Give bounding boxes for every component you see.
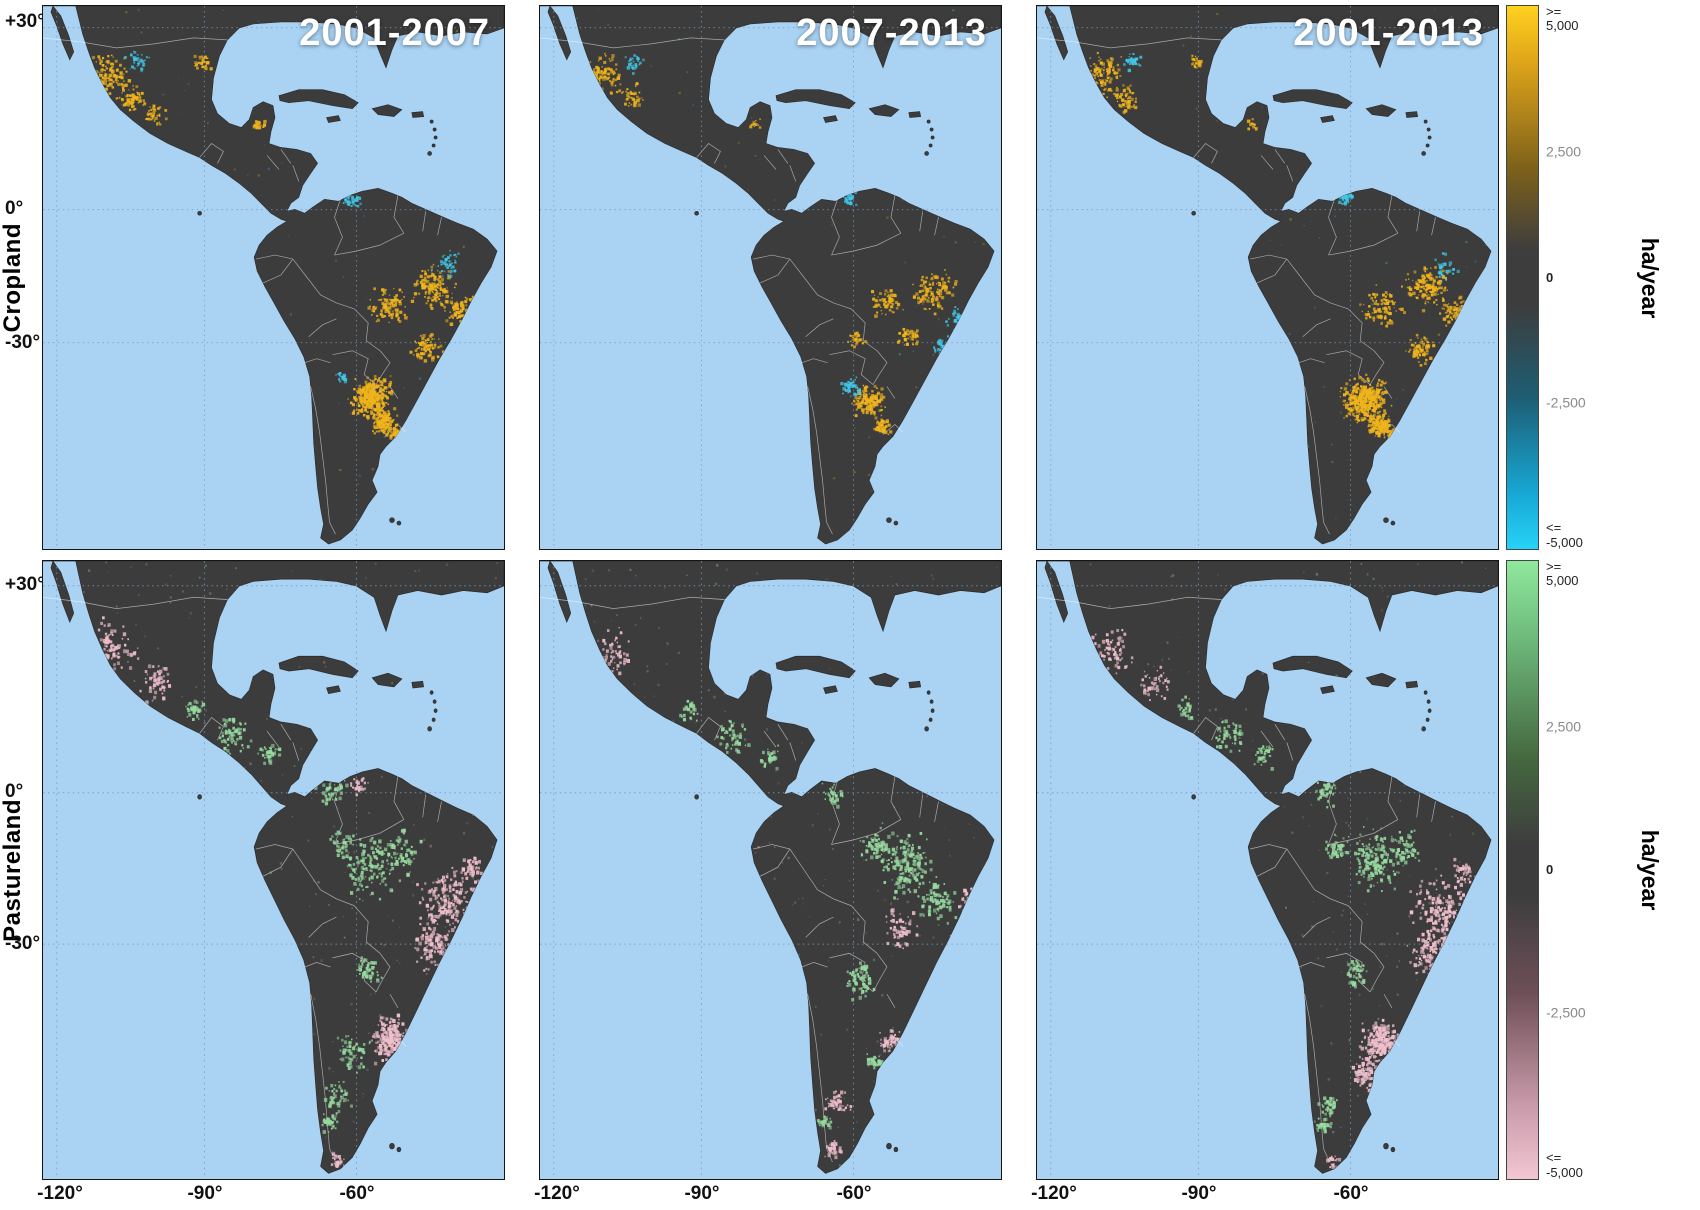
panel-title: 2001-2007 [299,12,490,54]
map-canvas-cropland-2007-2013 [540,6,1001,549]
map-canvas-pastureland-2001-2007 [43,561,504,1179]
colorbar-pastureland-ticks: >= 5,000 2,500 0 -2,500 <= -5,000 [1546,559,1618,1180]
map-panel-cropland-2001-2007: 2001-2007 [42,5,505,550]
row-label-cropland-wrap: Cropland [0,5,26,550]
lon-tick-label: -60° [1333,1183,1369,1204]
row-label-pastureland-wrap: Pastureland [0,560,26,1180]
lon-tick-label: -90° [1181,1183,1217,1204]
colorbar-pastureland: >= 5,000 2,500 0 -2,500 <= -5,000 ha/yea… [1506,559,1698,1180]
colorbar-tick: 2,500 [1546,718,1582,735]
colorbar-unit-label: ha/year [1637,237,1663,318]
lon-tick-label: -90° [187,1183,223,1204]
lon-tick-label: -120° [534,1183,580,1204]
colorbar-tick-zero: 0 [1546,269,1554,285]
lon-tick-label: -60° [836,1183,872,1204]
row-label-cropland: Cropland [0,222,26,333]
colorbar-cropland-gradient [1506,5,1539,550]
colorbar-cropland: >= 5,000 2,500 0 -2,500 <= -5,000 ha/yea… [1506,4,1698,550]
map-panel-pastureland-2001-2013 [1036,560,1499,1180]
map-panel-cropland-2001-2013: 2001-2013 [1036,5,1499,550]
colorbar-tick-min: <= -5,000 [1546,520,1583,550]
map-panel-pastureland-2001-2007 [42,560,505,1180]
colorbar-tick-zero: 0 [1546,861,1554,877]
lon-tick-label: -60° [339,1183,375,1204]
colorbar-cropland-ticks: >= 5,000 2,500 0 -2,500 <= -5,000 [1546,4,1618,550]
panel-title: 2007-2013 [796,12,987,54]
lat-tick-label: -30° [5,332,41,353]
lat-tick-label: +30° [5,574,45,595]
colorbar-tick: -2,500 [1546,1003,1586,1020]
row-label-pastureland: Pastureland [0,798,26,942]
map-canvas-cropland-2001-2007 [43,6,504,549]
lat-tick-label: 0° [5,781,24,802]
map-canvas-cropland-2001-2013 [1037,6,1498,549]
colorbar-tick: -2,500 [1546,394,1586,411]
panel-title: 2001-2013 [1293,12,1484,54]
map-panel-cropland-2007-2013: 2007-2013 [539,5,1002,550]
colorbar-tick-min: <= -5,000 [1546,1150,1583,1180]
lon-tick-label: -90° [684,1183,720,1204]
lon-tick-label: -120° [1031,1183,1077,1204]
map-panel-pastureland-2007-2013 [539,560,1002,1180]
colorbar-tick: 2,500 [1546,143,1582,160]
lon-tick-label: -120° [37,1183,83,1204]
colorbar-pastureland-gradient [1506,560,1539,1180]
colorbar-tick-max: >= 5,000 [1546,559,1579,589]
map-canvas-pastureland-2007-2013 [540,561,1001,1179]
colorbar-tick-max: >= 5,000 [1546,4,1579,34]
lat-tick-label: +30° [5,11,45,32]
lat-tick-label: -30° [5,933,41,954]
colorbar-unit-label: ha/year [1637,829,1663,911]
lat-tick-label: 0° [5,198,24,219]
map-canvas-pastureland-2001-2013 [1037,561,1498,1179]
